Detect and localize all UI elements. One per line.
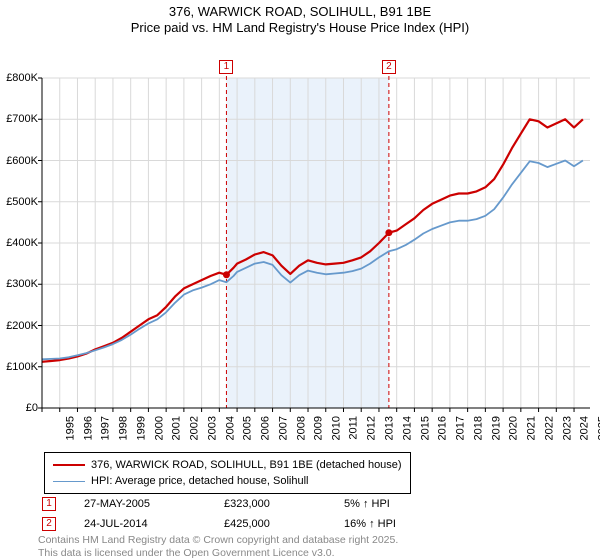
x-tick-label: 2015 — [419, 416, 431, 440]
y-tick-label: £800K — [0, 72, 38, 84]
x-tick-label: 2000 — [153, 416, 165, 440]
x-tick-label: 2011 — [347, 416, 359, 440]
x-tick-label: 2019 — [490, 416, 502, 440]
x-tick-label: 2004 — [224, 416, 236, 440]
x-tick-label: 2002 — [189, 416, 201, 440]
x-tick-label: 2001 — [171, 416, 183, 440]
sale-date: 24-JUL-2014 — [84, 518, 224, 530]
chart-area: £0 £100K £200K £300K £400K £500K £600K £700K £80… — [0, 36, 600, 436]
x-tick-label: 1999 — [135, 416, 147, 440]
y-tick-label: £300K — [0, 278, 38, 290]
x-tick-label: 2016 — [437, 416, 449, 440]
x-tick-label: 2018 — [472, 416, 484, 440]
sale-price: £323,000 — [224, 498, 344, 510]
x-tick-label: 2003 — [206, 416, 218, 440]
x-tick-label: 2008 — [295, 416, 307, 440]
footer-line-1: Contains HM Land Registry data © Crown c… — [38, 534, 398, 547]
legend-row: HPI: Average price, detached house, Soli… — [53, 473, 402, 489]
x-tick-label: 2010 — [331, 416, 343, 440]
sale-dot — [223, 271, 230, 278]
footer-line-2: This data is licensed under the Open Gov… — [38, 547, 398, 560]
x-tick-label: 2014 — [401, 416, 413, 440]
x-tick-label: 2022 — [543, 416, 555, 440]
x-tick-label: 1997 — [100, 416, 112, 440]
x-tick-label: 1995 — [64, 416, 76, 440]
sale-marker-box: 1 — [219, 60, 233, 74]
x-tick-label: 2006 — [260, 416, 272, 440]
sale-row: 1 27-MAY-2005£323,0005% ↑ HPI — [38, 494, 598, 514]
y-tick-label: £700K — [0, 113, 38, 125]
legend-row: 376, WARWICK ROAD, SOLIHULL, B91 1BE (de… — [53, 457, 402, 473]
y-tick-label: £500K — [0, 196, 38, 208]
x-tick-label: 2013 — [384, 416, 396, 440]
y-tick-label: £100K — [0, 361, 38, 373]
legend-label: 376, WARWICK ROAD, SOLIHULL, B91 1BE (de… — [91, 459, 402, 471]
sales-table: 1 27-MAY-2005£323,0005% ↑ HPI 2 24-JUL-2014… — [38, 494, 598, 534]
sale-row-marker: 2 — [42, 517, 56, 531]
sale-date: 27-MAY-2005 — [84, 498, 224, 510]
x-tick-label: 1996 — [82, 416, 94, 440]
sale-row-marker: 1 — [42, 497, 56, 511]
x-tick-label: 2025 — [597, 416, 600, 440]
y-tick-label: £200K — [0, 320, 38, 332]
legend-swatch — [53, 464, 85, 466]
x-tick-label: 2005 — [242, 416, 254, 440]
title-line-1: 376, WARWICK ROAD, SOLIHULL, B91 1BE — [0, 4, 600, 20]
sale-row: 2 24-JUL-2014£425,00016% ↑ HPI — [38, 514, 598, 534]
footer: Contains HM Land Registry data © Crown c… — [38, 534, 398, 560]
sale-price: £425,000 — [224, 518, 344, 530]
x-tick-label: 2007 — [277, 416, 289, 440]
legend-label: HPI: Average price, detached house, Soli… — [91, 475, 309, 487]
figure: 376, WARWICK ROAD, SOLIHULL, B91 1BE Pri… — [0, 0, 600, 560]
y-tick-label: £400K — [0, 237, 38, 249]
y-tick-label: £600K — [0, 155, 38, 167]
x-tick-label: 2024 — [579, 416, 591, 440]
x-tick-label: 2020 — [508, 416, 520, 440]
x-tick-label: 2012 — [366, 416, 378, 440]
title-line-2: Price paid vs. HM Land Registry's House … — [0, 20, 600, 36]
x-tick-label: 2009 — [313, 416, 325, 440]
sale-pct: 16% ↑ HPI — [344, 518, 464, 530]
legend: 376, WARWICK ROAD, SOLIHULL, B91 1BE (de… — [44, 452, 411, 494]
sale-marker-box: 2 — [382, 60, 396, 74]
legend-swatch — [53, 481, 85, 482]
x-tick-label: 2017 — [455, 416, 467, 440]
x-tick-label: 2021 — [526, 416, 538, 440]
sale-dot — [385, 229, 392, 236]
sale-pct: 5% ↑ HPI — [344, 498, 464, 510]
x-tick-label: 2023 — [561, 416, 573, 440]
y-tick-label: £0 — [0, 402, 38, 414]
chart-svg — [0, 36, 600, 446]
x-tick-label: 1998 — [118, 416, 130, 440]
title-block: 376, WARWICK ROAD, SOLIHULL, B91 1BE Pri… — [0, 0, 600, 36]
